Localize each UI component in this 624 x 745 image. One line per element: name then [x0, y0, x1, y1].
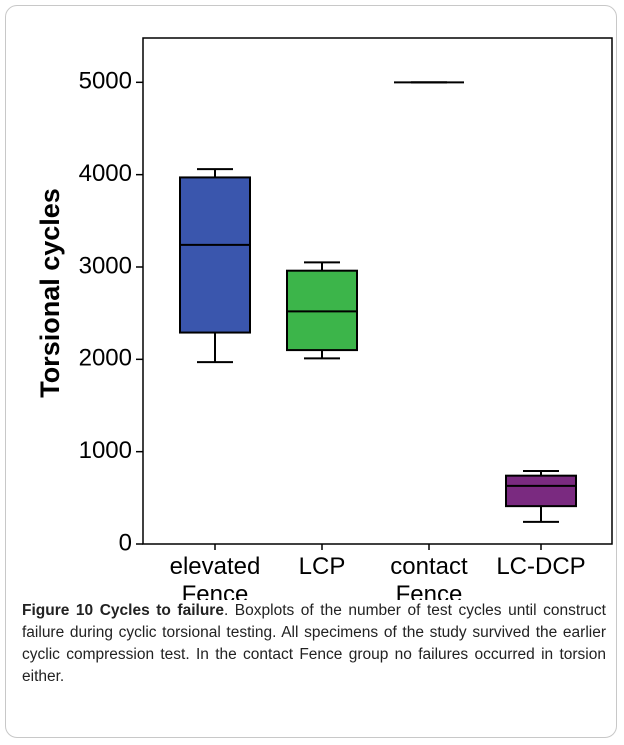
- y-axis-label: Torsional cycles: [35, 188, 65, 398]
- x-tick-label: elevated Fence: [170, 553, 261, 600]
- y-tick-label: 5000: [79, 68, 132, 95]
- box: [505, 474, 577, 508]
- caption-text: . Boxplots of the number of test cycles …: [22, 602, 606, 685]
- plot-frame: [142, 37, 613, 545]
- caption-title: Figure 10 Cycles to failure: [22, 602, 224, 619]
- y-tick-label: 2000: [79, 345, 132, 372]
- x-tick-label: LC-DCP: [496, 553, 585, 580]
- chart: Torsional cycles 0 1000 2000 3000 4000 5000 el…: [35, 37, 613, 600]
- box: [179, 176, 251, 334]
- y-tick-label: 0: [119, 529, 132, 556]
- x-tick-label: contact Fence: [390, 553, 468, 600]
- y-tick-label: 1000: [79, 437, 132, 464]
- y-tick-label: 4000: [79, 160, 132, 187]
- x-tick-label: LCP: [299, 553, 346, 580]
- caption: Figure 10 Cycles to failure. Boxplots of…: [22, 600, 606, 688]
- figure-frame: [5, 5, 617, 738]
- y-tick-label: 3000: [79, 252, 132, 279]
